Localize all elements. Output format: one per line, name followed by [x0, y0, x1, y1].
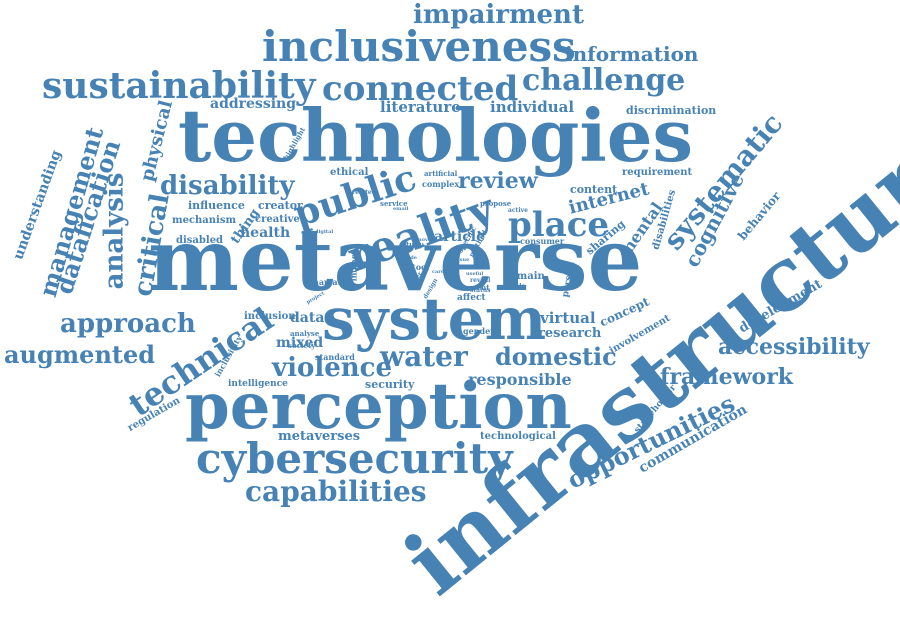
word-violence: violence: [272, 353, 393, 383]
word-technologies: technologies: [178, 93, 694, 178]
word-place: place: [508, 205, 610, 245]
word-enable: enable: [503, 283, 526, 290]
word-approach: approach: [60, 309, 196, 339]
word-cybersecurity: cybersecurity: [196, 434, 513, 483]
word-email: email: [393, 206, 409, 212]
word-issue: issue: [455, 257, 470, 263]
word-data: data: [290, 310, 325, 326]
word-technological: technological: [480, 431, 556, 442]
word-security: security: [365, 378, 415, 391]
word-consumer: consumer: [520, 236, 565, 246]
word-intelligence: intelligence: [228, 379, 288, 389]
word-active: active: [508, 207, 528, 214]
word-influence: influence: [188, 199, 245, 212]
word-water: water: [380, 340, 468, 373]
word-disability: disability: [160, 171, 295, 201]
word-ethical: ethical: [330, 167, 369, 178]
word-individual: individual: [490, 98, 575, 116]
word-addressing: addressing: [210, 96, 296, 112]
word-content: content: [570, 183, 618, 196]
word-challenge: challenge: [522, 63, 686, 98]
word-perception: perception: [185, 369, 572, 444]
word-impairment: impairment: [413, 0, 584, 30]
word-review: review: [458, 168, 538, 194]
word-current: current: [460, 283, 490, 292]
word-useful: useful: [466, 271, 484, 277]
word-mixed: mixed: [276, 335, 324, 351]
word-virtual: virtual: [540, 309, 596, 327]
word-society: society: [288, 341, 316, 350]
word-responsible: responsible: [468, 370, 572, 389]
word-sustainability: sustainability: [42, 65, 316, 107]
word-standard: standard: [315, 352, 355, 362]
word-narrative: narrative: [313, 277, 355, 287]
word-reveal: reveal: [470, 277, 491, 284]
word-service: service: [380, 199, 408, 208]
word-metaverses: metaverses: [278, 429, 361, 444]
word-research: research: [538, 326, 602, 341]
word-status: status: [470, 287, 491, 294]
word-impact: impact: [348, 250, 359, 282]
word-article: article: [434, 229, 485, 245]
word-health: health: [240, 225, 291, 241]
word-propose: propose: [480, 199, 512, 208]
word-literature: literature: [380, 98, 461, 116]
word-affect: affect: [457, 293, 486, 303]
word-novel: novel: [418, 237, 433, 243]
word-domestic: domestic: [495, 342, 617, 371]
word-augmented: augmented: [4, 340, 156, 369]
word-complex: complex: [422, 179, 460, 189]
word-related: related: [352, 189, 376, 196]
word-creative: creative: [255, 214, 300, 225]
word-metaverse: metaverse: [148, 210, 643, 311]
word-framework: framework: [660, 364, 794, 390]
word-analyse: analyse: [290, 329, 320, 338]
word-information: information: [565, 42, 699, 66]
word-study: study: [402, 240, 424, 249]
word-inclusive: inclusive: [545, 261, 575, 268]
word-connected: connected: [322, 69, 519, 109]
word-digital: digital: [315, 229, 334, 235]
word-tool: tool: [412, 262, 430, 272]
word-care: care: [432, 269, 445, 275]
word-discrimination: discrimination: [626, 104, 717, 117]
word-inclusiveness: inclusiveness: [262, 22, 576, 71]
word-gender: gender: [463, 326, 495, 336]
word-capabilities: capabilities: [245, 475, 427, 508]
word-inclusion: inclusion: [244, 311, 296, 322]
word-accessibility: accessibility: [718, 334, 870, 360]
word-system: system: [322, 285, 547, 353]
word-requirement: requirement: [622, 167, 693, 178]
word-remain: remain: [505, 271, 545, 282]
word-creator: creator: [258, 199, 303, 212]
word-wide: wide: [404, 255, 417, 261]
word-disabled: disabled: [176, 235, 224, 246]
word-mechanism: mechanism: [172, 215, 237, 226]
word-artificial: artificial: [424, 169, 458, 178]
